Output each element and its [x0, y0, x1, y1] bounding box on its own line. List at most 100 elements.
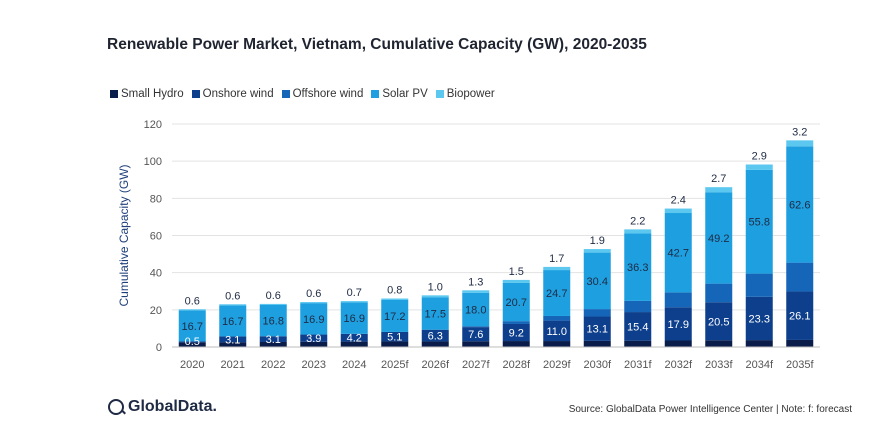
- bar-segment-onshore-wind: [705, 302, 733, 341]
- bar-segment-onshore-wind: [462, 327, 490, 342]
- bar-segment-small-hydro: [705, 340, 733, 347]
- data-label-biopower: 2.7: [711, 173, 726, 185]
- data-label-onshore-wind: 9.2: [509, 328, 524, 340]
- legend-item-small-hydro: Small Hydro: [110, 88, 184, 100]
- bar-segment-offshore-wind: [502, 321, 530, 324]
- data-label-biopower: 0.7: [347, 287, 362, 299]
- data-label-biopower: 1.3: [468, 276, 483, 288]
- x-tick-label: 2034f: [745, 359, 773, 371]
- data-label-biopower: 1.7: [549, 253, 564, 265]
- bar-segment-onshore-wind: [543, 320, 571, 342]
- legend-label: Biopower: [446, 88, 495, 100]
- bar-segment-solar-pv: [462, 292, 490, 327]
- data-label-onshore-wind: 17.9: [668, 319, 689, 331]
- bar-segment-biopower: [340, 301, 368, 303]
- data-label-biopower: 0.8: [387, 284, 402, 296]
- data-label-biopower: 0.6: [185, 295, 200, 307]
- y-axis-label: Cumulative Capacity (GW): [117, 164, 131, 306]
- x-tick-label: 2022: [261, 359, 285, 371]
- bar-segment-biopower: [381, 298, 409, 300]
- globaldata-logo: GlobalData.: [108, 398, 217, 416]
- data-label-onshore-wind: 3.1: [225, 334, 240, 346]
- bar-segment-onshore-wind: [421, 329, 449, 342]
- x-tick-label: 2024: [342, 359, 366, 371]
- bar-segment-offshore-wind: [786, 262, 814, 292]
- data-label-solar-pv: 62.6: [789, 199, 810, 211]
- bar-segment-onshore-wind: [381, 331, 409, 342]
- bar-segment-solar-pv: [705, 192, 733, 284]
- x-tick-label: 2023: [302, 359, 326, 371]
- bar-segment-small-hydro: [583, 340, 611, 347]
- x-tick-label: 2033f: [705, 359, 733, 371]
- bar-segment-small-hydro: [178, 342, 206, 347]
- bar-segment-biopower: [259, 303, 287, 306]
- bar-segment-onshore-wind: [300, 334, 328, 342]
- globaldata-logo-icon: [108, 399, 124, 415]
- legend-swatch: [371, 90, 380, 98]
- bar-segment-solar-pv: [259, 305, 287, 337]
- bar-segment-offshore-wind: [664, 292, 692, 308]
- bar-segment-small-hydro: [340, 341, 368, 347]
- y-tick-label: 120: [144, 119, 162, 131]
- legend-item-offshore-wind: Offshore wind: [281, 88, 363, 100]
- bar-segment-offshore-wind: [624, 300, 652, 313]
- bar-segment-biopower: [543, 266, 571, 271]
- data-label-onshore-wind: 0.5: [185, 336, 200, 348]
- x-tick-label: 2030f: [583, 359, 611, 371]
- data-label-solar-pv: 24.7: [546, 288, 567, 300]
- legend-swatch: [281, 90, 290, 98]
- chart-legend: Small Hydro Onshore wind Offshore wind Sola…: [110, 88, 495, 100]
- x-tick-label: 2025f: [381, 359, 409, 371]
- bar-segment-small-hydro: [381, 341, 409, 347]
- bar-segment-onshore-wind: [786, 291, 814, 340]
- data-label-solar-pv: 16.9: [344, 313, 365, 325]
- bar-segment-solar-pv: [745, 169, 773, 274]
- bar-segment-biopower: [300, 302, 328, 304]
- data-label-solar-pv: 49.2: [708, 233, 729, 245]
- bar-segment-biopower: [462, 290, 490, 293]
- data-label-solar-pv: 36.3: [627, 262, 648, 274]
- x-tick-label: 2028f: [502, 359, 530, 371]
- data-label-biopower: 0.6: [266, 290, 281, 302]
- bar-segment-onshore-wind: [178, 341, 206, 343]
- bar-segment-small-hydro: [543, 341, 571, 347]
- x-tick-label: 2029f: [543, 359, 571, 371]
- data-label-biopower: 1.5: [509, 266, 524, 278]
- bar-segment-onshore-wind: [664, 307, 692, 341]
- x-tick-label: 2026f: [421, 359, 449, 371]
- logo-text: GlobalData.: [128, 398, 217, 415]
- legend-item-biopower: Biopower: [435, 88, 495, 100]
- bar-segment-offshore-wind: [745, 273, 773, 297]
- data-label-solar-pv: 55.8: [749, 217, 770, 229]
- bar-segment-onshore-wind: [624, 312, 652, 341]
- bar-segment-small-hydro: [421, 341, 449, 347]
- bar-segment-biopower: [624, 229, 652, 234]
- bar-segment-biopower: [178, 309, 206, 311]
- data-label-onshore-wind: 11.0: [546, 326, 567, 338]
- data-label-onshore-wind: 3.9: [306, 333, 321, 345]
- bar-segment-onshore-wind: [340, 333, 368, 342]
- bar-segment-onshore-wind: [219, 336, 247, 343]
- legend-label: Solar PV: [382, 88, 428, 100]
- bar-segment-biopower: [219, 304, 247, 306]
- data-label-solar-pv: 18.0: [465, 304, 486, 316]
- data-label-biopower: 2.2: [630, 215, 645, 227]
- bar-segment-solar-pv: [421, 297, 449, 330]
- data-label-biopower: 3.2: [792, 126, 807, 138]
- data-label-solar-pv: 42.7: [668, 248, 689, 260]
- data-label-biopower: 0.6: [306, 288, 321, 300]
- y-tick-label: 40: [150, 268, 162, 280]
- legend-item-onshore-wind: Onshore wind: [191, 88, 274, 100]
- legend-label: Small Hydro: [121, 88, 184, 100]
- legend-label: Onshore wind: [202, 88, 274, 100]
- data-label-onshore-wind: 3.1: [266, 334, 281, 346]
- data-label-biopower: 2.4: [671, 195, 686, 207]
- bar-segment-solar-pv: [178, 310, 206, 342]
- legend-swatch: [435, 90, 444, 98]
- data-label-onshore-wind: 13.1: [587, 324, 608, 336]
- legend-swatch: [191, 90, 200, 98]
- x-tick-label: 2027f: [462, 359, 490, 371]
- bar-segment-solar-pv: [786, 146, 814, 263]
- bar-segment-small-hydro: [664, 340, 692, 347]
- data-label-onshore-wind: 23.3: [749, 313, 770, 325]
